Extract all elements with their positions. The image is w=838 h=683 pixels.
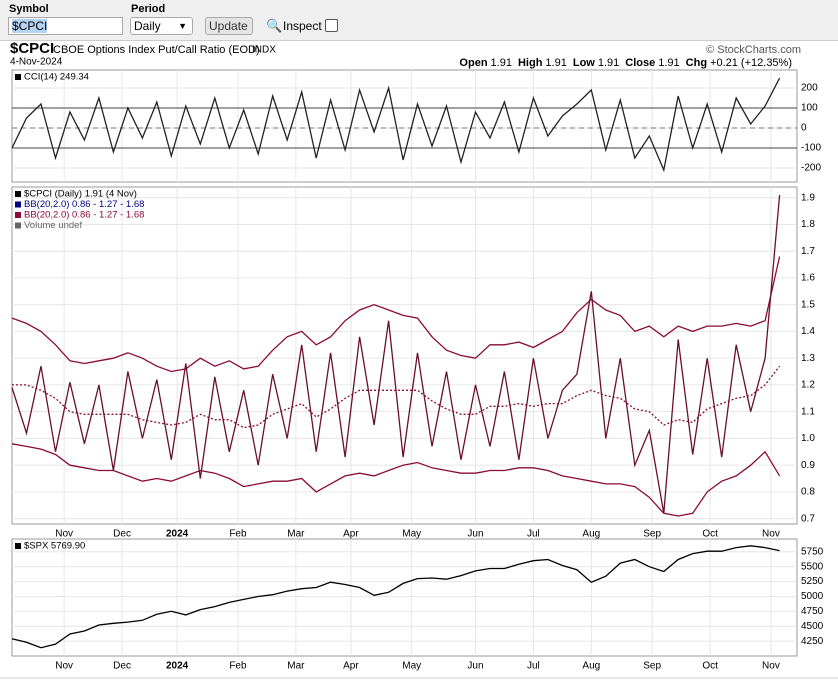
quote-value: 1.91: [545, 57, 566, 69]
y-tick-label: 4750: [801, 606, 824, 617]
toolbar: Symbol $CPCI Period Daily ▼ Update 🔍 Insp…: [0, 0, 838, 41]
y-tick-label: 0.9: [801, 460, 815, 471]
legend-swatch: [15, 74, 21, 80]
x-tick-label: Jul: [527, 529, 540, 540]
legend-label: $SPX 5769.90: [24, 541, 85, 552]
legend-label: Volume undef: [24, 220, 82, 231]
x-tick-label: 2024: [166, 529, 189, 540]
x-tick-label: Jun: [467, 661, 483, 672]
y-tick-label: 0.8: [801, 487, 815, 498]
x-tick-label: Feb: [229, 529, 247, 540]
x-tick-label: Sep: [643, 529, 661, 540]
y-tick-label: 1.8: [801, 219, 815, 230]
x-tick-label: Aug: [582, 529, 600, 540]
x-tick-label: Mar: [287, 661, 305, 672]
y-tick-label: 1.1: [801, 406, 815, 417]
y-tick-label: -100: [801, 143, 821, 154]
y-tick-label: 5500: [801, 561, 824, 572]
y-tick-label: 1.5: [801, 299, 815, 310]
y-tick-label: 1.3: [801, 353, 815, 364]
x-tick-label: Nov: [55, 661, 73, 672]
x-tick-label: Aug: [582, 661, 600, 672]
y-tick-label: 5750: [801, 546, 824, 557]
y-tick-label: 100: [801, 103, 818, 114]
source: © StockCharts.com: [706, 44, 801, 56]
symbol-input[interactable]: $CPCI: [8, 17, 123, 35]
legend-swatch: [15, 212, 21, 218]
symbol: $CPCI: [10, 40, 54, 57]
legend-swatch: [15, 223, 21, 229]
inspect-checkbox[interactable]: [325, 19, 338, 32]
y-tick-label: 0.7: [801, 513, 815, 524]
y-tick-label: 1.0: [801, 433, 815, 444]
x-tick-label: Mar: [287, 529, 305, 540]
x-tick-label: Dec: [113, 661, 131, 672]
x-tick-label: Nov: [762, 529, 780, 540]
symbol-name: CBOE Options Index Put/Call Ratio (EOD): [53, 44, 260, 56]
x-tick-label: May: [402, 529, 421, 540]
y-tick-label: 5000: [801, 591, 824, 602]
x-tick-label: Nov: [762, 661, 780, 672]
quote-label: High: [518, 57, 543, 69]
panel-frame: [12, 187, 797, 524]
x-tick-label: Oct: [702, 529, 718, 540]
legend-label: CCI(14) 249.34: [24, 72, 89, 83]
quote-label: Close: [625, 57, 655, 69]
x-tick-label: Nov: [55, 529, 73, 540]
y-tick-label: 5250: [801, 576, 824, 587]
x-tick-label: Dec: [113, 529, 131, 540]
x-tick-label: Apr: [343, 529, 359, 540]
quote-label: Open: [459, 57, 487, 69]
period-label: Period: [131, 3, 165, 15]
x-tick-label: Jun: [467, 529, 483, 540]
update-button[interactable]: Update: [205, 17, 253, 35]
panel-frame: [12, 539, 797, 656]
x-tick-label: Apr: [343, 661, 359, 672]
y-tick-label: 4500: [801, 621, 824, 632]
y-tick-label: 4250: [801, 636, 824, 647]
x-tick-label: Feb: [229, 661, 247, 672]
y-tick-label: 200: [801, 83, 818, 94]
date: 4-Nov-2024: [10, 57, 63, 68]
y-tick-label: 1.2: [801, 380, 815, 391]
legend-swatch: [15, 202, 21, 208]
dropdown-arrow: ▼: [178, 18, 187, 34]
y-tick-label: 1.4: [801, 326, 815, 337]
y-tick-label: 1.6: [801, 273, 815, 284]
quote-value: 1.91: [598, 57, 619, 69]
legend-label: $CPCI (Daily) 1.91 (4 Nov): [24, 189, 137, 200]
search-icon: 🔍: [266, 18, 282, 34]
quote-value: 1.91: [658, 57, 679, 69]
exchange: INDX: [252, 45, 276, 56]
x-tick-label: Jul: [527, 661, 540, 672]
inspect-label[interactable]: Inspect: [283, 19, 322, 33]
y-tick-label: -200: [801, 163, 821, 174]
symbol-label: Symbol: [9, 3, 49, 15]
symbol-value: $CPCI: [12, 19, 47, 33]
period-value: Daily: [134, 19, 161, 33]
period-select[interactable]: Daily ▼: [130, 17, 193, 35]
legend-label: BB(20,2.0) 0.86 - 1.27 - 1.68: [24, 210, 144, 221]
quote-value: 1.91: [491, 57, 512, 69]
x-tick-label: 2024: [166, 661, 189, 672]
y-tick-label: 1.9: [801, 192, 815, 203]
legend-label: BB(20,2.0) 0.86 - 1.27 - 1.68: [24, 199, 144, 210]
y-tick-label: 1.7: [801, 246, 815, 257]
quote-label: Chg: [686, 57, 707, 69]
quote-label: Low: [573, 57, 595, 69]
panel-frame: [12, 70, 797, 182]
legend-swatch: [15, 191, 21, 197]
x-tick-label: Oct: [702, 661, 718, 672]
x-tick-label: May: [402, 661, 421, 672]
quote-value: +0.21 (+12.35%): [710, 57, 792, 69]
legend-swatch: [15, 543, 21, 549]
x-tick-label: Sep: [643, 661, 661, 672]
y-tick-label: 0: [801, 123, 807, 134]
